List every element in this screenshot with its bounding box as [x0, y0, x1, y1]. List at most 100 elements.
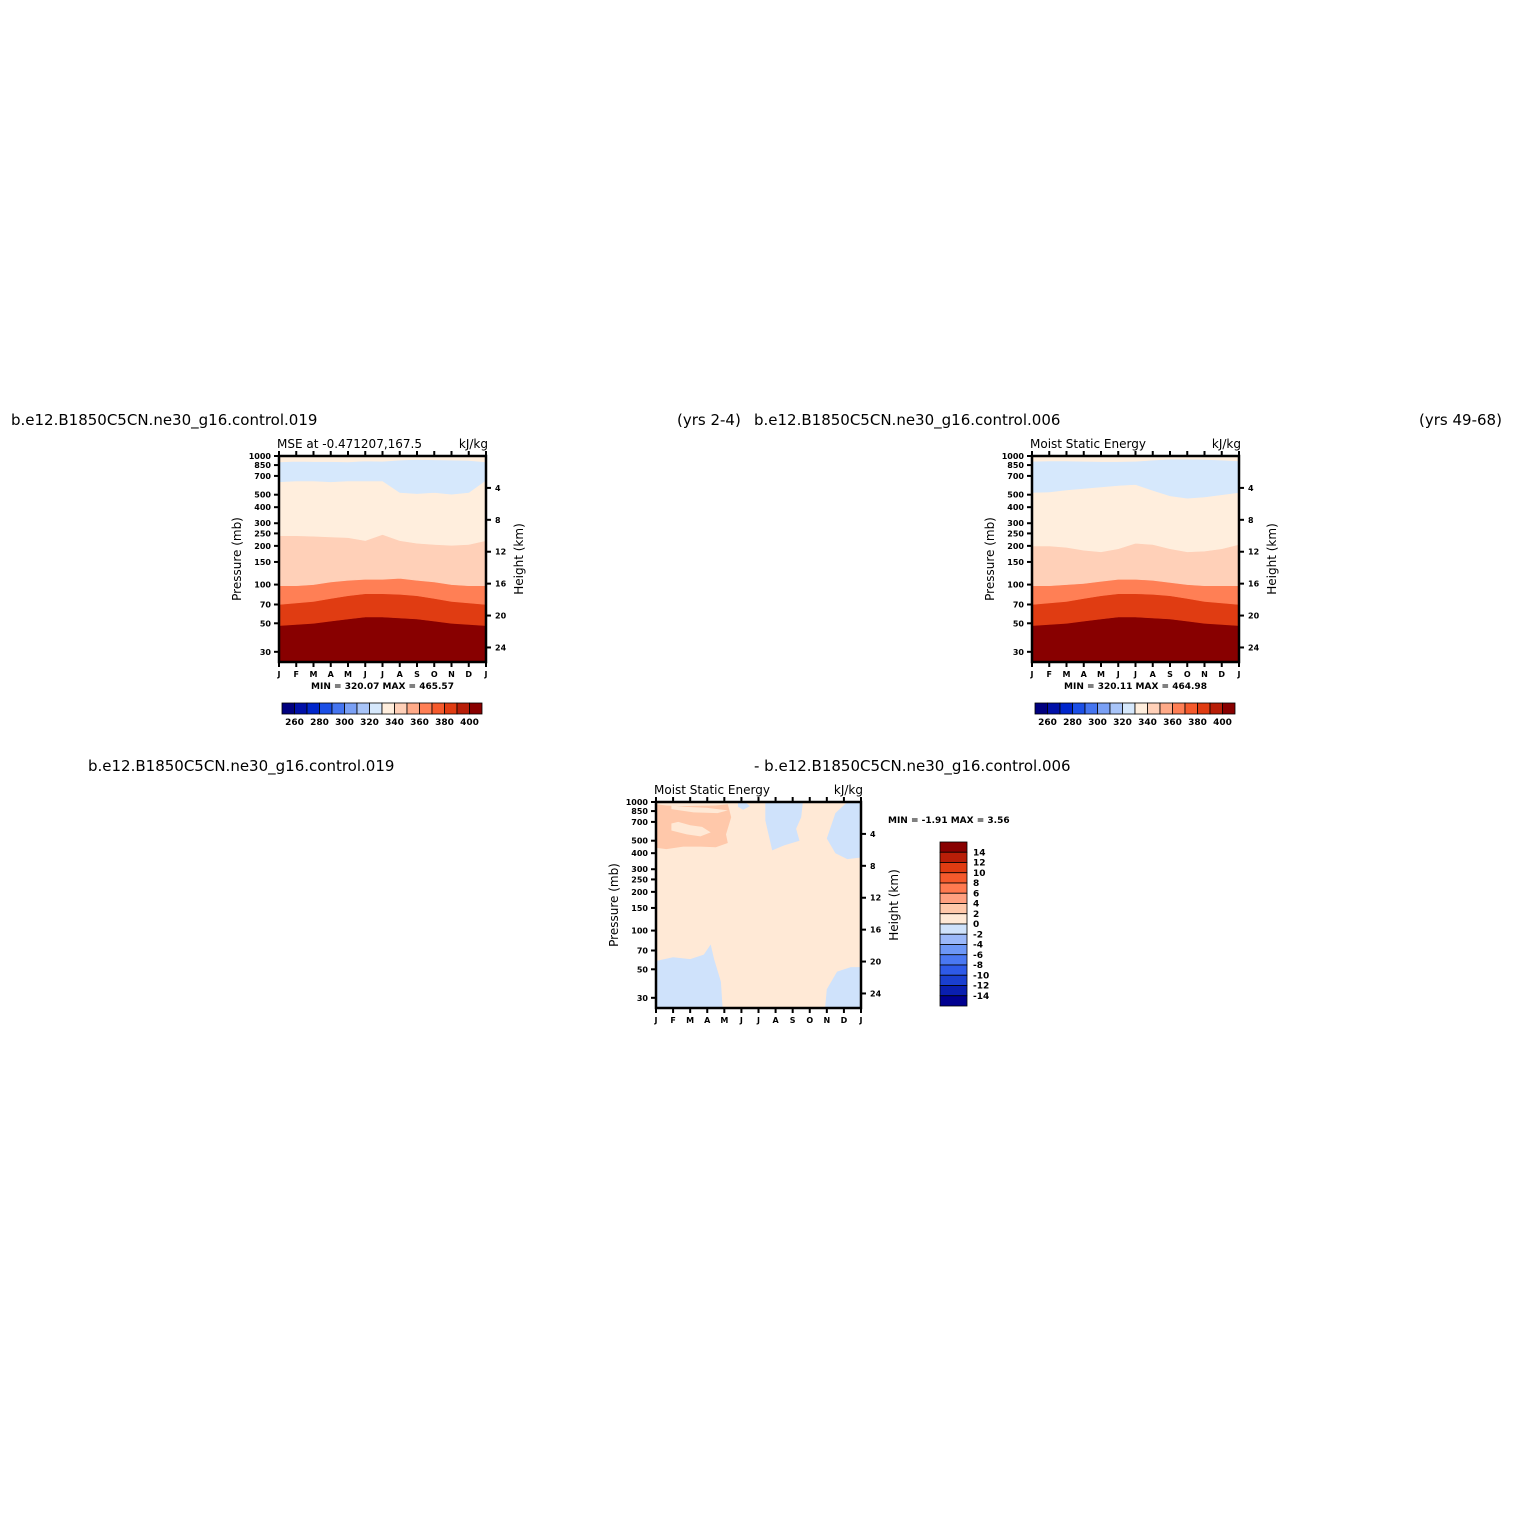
colorbar-label: -14: [973, 992, 989, 1002]
colorbar-box: [419, 702, 433, 715]
colorbar-box: [939, 862, 968, 874]
colorbar-box: [939, 974, 968, 986]
y-tick-label: 100: [631, 927, 648, 936]
plot-area: [1032, 456, 1239, 662]
y-axis-title: Pressure (mb): [983, 517, 997, 601]
x-tick-label: S: [790, 1016, 796, 1025]
y-tick-label: 300: [1007, 519, 1024, 528]
top-right-years-label: (yrs 49-68): [1419, 411, 1502, 429]
colorbar-label: -2: [973, 930, 983, 940]
y2-tick-label: 16: [1248, 580, 1260, 589]
colorbar-box: [939, 903, 968, 915]
y-tick-label: 500: [631, 837, 648, 846]
x-tick-label: D: [465, 670, 472, 679]
colorbar-box: [939, 923, 968, 935]
contour-region-1: [825, 967, 861, 1008]
y2-tick-label: 20: [495, 612, 507, 621]
msa-chart-top-right: J F M A M J J A S O N D J305070100150200250300400500…: [983, 437, 1279, 728]
colorbar-box: [1109, 702, 1123, 715]
y-tick-label: 400: [631, 849, 648, 858]
x-tick-label: A: [397, 670, 404, 679]
y-tick-label: 30: [260, 648, 272, 657]
y2-tick-label: 12: [870, 894, 881, 903]
colorbar-box: [344, 702, 358, 715]
colorbar-box: [939, 851, 968, 863]
y2-tick-label: 24: [870, 989, 882, 998]
x-tick-label: F: [670, 1016, 675, 1025]
colorbar-box: [939, 872, 968, 884]
y-tick-label: 500: [254, 491, 271, 500]
colorbar-label: 380: [1188, 718, 1207, 728]
x-tick-label: M: [686, 1016, 694, 1025]
x-tick-label: A: [1081, 670, 1088, 679]
min-max-label: MIN = 320.11 MAX = 464.98: [1064, 682, 1207, 692]
colorbar-box: [381, 702, 395, 715]
x-tick-label: J: [654, 1016, 658, 1025]
colorbar-box: [294, 702, 308, 715]
y-tick-label: 150: [631, 904, 648, 913]
y-tick-label: 70: [637, 947, 649, 956]
colorbar-box: [939, 882, 968, 894]
colorbar-box: [356, 702, 370, 715]
y2-tick-label: 12: [495, 548, 506, 557]
y2-tick-label: 8: [495, 516, 501, 525]
colorbar-label: 320: [1113, 718, 1132, 728]
top-right-case-title: b.e12.B1850C5CN.ne30_g16.control.006: [754, 411, 1061, 429]
x-tick-label: J: [277, 670, 281, 679]
y2-tick-label: 12: [1248, 548, 1259, 557]
colorbar-box: [939, 985, 968, 997]
x-tick-label: A: [704, 1016, 711, 1025]
y2-tick-label: 24: [495, 643, 507, 652]
top-left-case-title: b.e12.B1850C5CN.ne30_g16.control.019: [11, 411, 318, 429]
x-tick-label: N: [448, 670, 455, 679]
y-tick-label: 850: [1007, 461, 1024, 470]
y-tick-label: 200: [254, 542, 271, 551]
y-tick-label: 30: [637, 994, 649, 1003]
y-tick-label: 500: [1007, 491, 1024, 500]
y2-tick-label: 8: [1248, 516, 1254, 525]
y-tick-label: 400: [1007, 503, 1024, 512]
colorbar-box: [469, 702, 483, 715]
colorbar-label: 8: [973, 879, 979, 889]
x-tick-label: J: [484, 670, 488, 679]
colorbar-box: [1222, 702, 1236, 715]
x-tick-label: F: [294, 670, 299, 679]
y-tick-label: 200: [1007, 542, 1024, 551]
x-tick-label: D: [841, 1016, 848, 1025]
contour-region-3: [671, 821, 711, 837]
colorbar-label: 360: [410, 718, 429, 728]
x-tick-label: J: [1116, 670, 1120, 679]
colorbar-label: -4: [973, 941, 983, 951]
colorbar-box: [1172, 702, 1186, 715]
y-tick-label: 70: [260, 601, 272, 610]
x-tick-label: N: [1201, 670, 1208, 679]
contour-region-5: [765, 802, 803, 851]
x-tick-label: J: [380, 670, 384, 679]
colorbar-label: 380: [435, 718, 454, 728]
x-tick-label: J: [1030, 670, 1034, 679]
colorbar-box: [1122, 702, 1136, 715]
y-tick-label: 30: [1013, 648, 1025, 657]
x-tick-label: O: [806, 1016, 813, 1025]
y2-tick-label: 4: [495, 484, 501, 493]
contour-band-6: [279, 456, 486, 463]
colorbar-label: 400: [460, 718, 479, 728]
contour-region-6: [738, 802, 750, 810]
y-tick-label: 300: [254, 519, 271, 528]
y-tick-label: 150: [254, 558, 271, 567]
x-tick-label: J: [1237, 670, 1241, 679]
bottom-case-a-title: b.e12.B1850C5CN.ne30_g16.control.019: [88, 757, 395, 775]
x-tick-label: A: [1150, 670, 1157, 679]
colorbar-label: 300: [335, 718, 354, 728]
chart-title: MSE at -0.471207,167.5: [277, 437, 422, 451]
colorbar-box: [1209, 702, 1223, 715]
chart-title: Moist Static Energy: [1030, 437, 1146, 451]
y-tick-label: 50: [1013, 619, 1025, 628]
x-tick-label: M: [344, 670, 352, 679]
y2-tick-label: 4: [1248, 484, 1254, 493]
colorbar-box: [939, 933, 968, 945]
colorbar-label: 360: [1163, 718, 1182, 728]
msa-difference-chart: J F M A M J J A S O N D J305070100150200250300400500…: [607, 783, 1010, 1025]
y2-tick-label: 24: [1248, 643, 1260, 652]
